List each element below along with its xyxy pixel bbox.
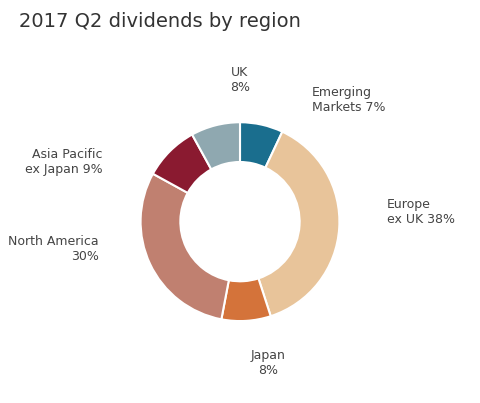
Text: North America
30%: North America 30% bbox=[8, 235, 99, 264]
Wedge shape bbox=[221, 278, 271, 321]
Wedge shape bbox=[240, 122, 282, 168]
Wedge shape bbox=[192, 122, 240, 169]
Wedge shape bbox=[141, 174, 229, 319]
Wedge shape bbox=[153, 135, 211, 193]
Wedge shape bbox=[258, 132, 339, 316]
Text: 2017 Q2 dividends by region: 2017 Q2 dividends by region bbox=[19, 12, 301, 31]
Text: Japan
8%: Japan 8% bbox=[251, 349, 285, 377]
Text: UK
8%: UK 8% bbox=[230, 66, 250, 94]
Text: Asia Pacific
ex Japan 9%: Asia Pacific ex Japan 9% bbox=[25, 148, 103, 176]
Text: Emerging
Markets 7%: Emerging Markets 7% bbox=[312, 86, 385, 114]
Text: Europe
ex UK 38%: Europe ex UK 38% bbox=[387, 198, 455, 226]
